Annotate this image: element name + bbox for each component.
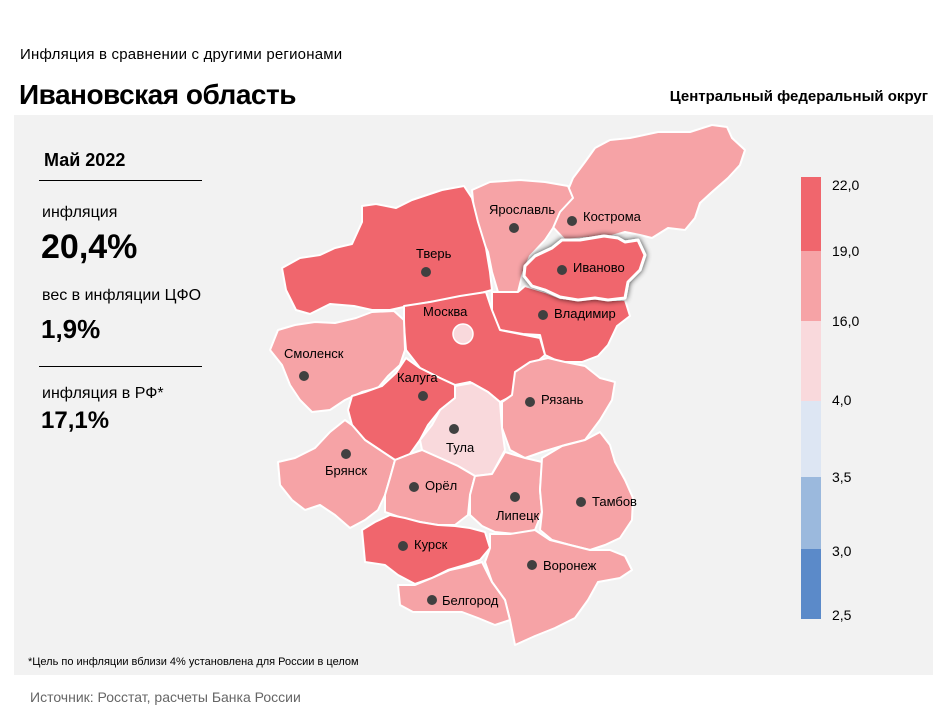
region-voronezh [484,529,633,646]
legend-band-0 [801,177,821,251]
city-label-kaluga: Калуга [397,370,438,385]
district-label: Центральный федеральный округ [669,88,928,105]
region-kostroma [551,124,746,241]
page-subtitle: Инфляция в сравнении с другими регионами [20,46,343,63]
city-marker-yaroslavl [509,223,519,233]
russia-inflation-label: инфляция в РФ* [42,385,164,402]
city-label-yaroslavl: Ярославль [489,202,555,217]
legend-tick-5: 3,0 [832,543,852,559]
footnote: *Цель по инфляции вблизи 4% установлена … [28,656,359,668]
city-label-kursk: Курск [414,537,448,552]
region-ivanovo [522,234,647,302]
page-title: Ивановская область [19,79,296,110]
divider-bottom [39,366,202,367]
city-label-tambov: Тамбов [592,494,637,509]
city-label-moscow: Москва [423,304,468,319]
russia-inflation-value: 17,1% [41,407,110,434]
region-orel [384,449,476,526]
source-note: Источник: Росстат, расчеты Банка России [30,689,301,705]
legend-band-2 [801,321,821,401]
city-marker-belgorod [427,595,437,605]
city-marker-vladimir [538,310,548,320]
city-marker-tambov [576,497,586,507]
city-label-tula: Тула [446,440,475,455]
city-label-vladimir: Владимир [554,306,616,321]
legend-tick-3: 4,0 [832,392,852,408]
city-label-belgorod: Белгород [442,593,499,608]
legend-band-5 [801,549,821,619]
region-lipetsk [469,451,543,535]
city-label-tver: Тверь [416,246,452,261]
region-tambov [539,431,634,551]
color-legend: 22,0 19,0 16,0 4,0 3,5 3,0 2,5 [801,177,859,623]
region-smolensk [269,310,406,413]
region-belgorod [397,561,511,626]
city-label-ryazan: Рязань [541,392,584,407]
legend-band-1 [801,251,821,321]
city-marker-tver [421,267,431,277]
city-label-smolensk: Смоленск [284,346,344,361]
inflation-value: 20,4% [41,228,138,266]
divider-top [39,180,202,181]
city-marker-ivanovo [557,265,567,275]
region-tver [281,185,493,315]
city-label-lipetsk: Липецк [496,508,540,523]
legend-tick-2: 16,0 [832,313,859,329]
city-marker-lipetsk [510,492,520,502]
capital-marker-moscow [452,323,474,345]
legend-tick-4: 3,5 [832,469,852,485]
city-label-ivanovo: Иваново [573,260,625,275]
legend-tick-0: 22,0 [832,177,859,193]
legend-band-4 [801,477,821,549]
city-marker-voronezh [527,560,537,570]
city-marker-tula [449,424,459,434]
city-marker-kursk [398,541,408,551]
weight-value: 1,9% [41,314,101,344]
city-marker-kostroma [567,216,577,226]
legend-band-3 [801,401,821,477]
city-marker-orel [409,482,419,492]
inflation-label: инфляция [42,204,118,221]
city-label-kostroma: Кострома [583,209,642,224]
legend-tick-1: 19,0 [832,243,859,259]
legend-tick-6: 2,5 [832,607,852,623]
city-marker-ryazan [525,397,535,407]
city-label-bryansk: Брянск [325,463,367,478]
period-label: Май 2022 [44,150,126,170]
city-marker-smolensk [299,371,309,381]
city-label-orel: Орёл [425,478,457,493]
region-vladimir [491,285,631,363]
city-label-voronezh: Воронеж [543,558,597,573]
weight-label: вес в инфляции ЦФО [42,287,202,304]
city-marker-bryansk [341,449,351,459]
city-marker-kaluga [418,391,428,401]
